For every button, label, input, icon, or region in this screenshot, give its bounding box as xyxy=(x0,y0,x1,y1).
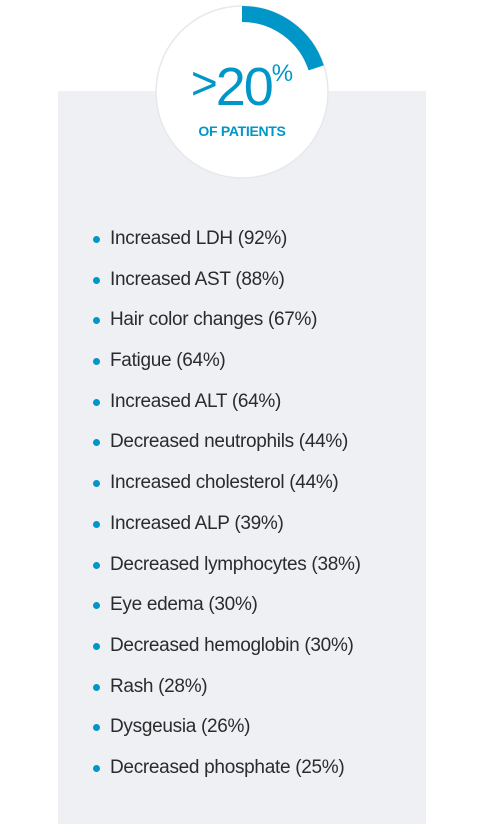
bullet-icon xyxy=(93,276,100,284)
list-item: Increased LDH (92%) xyxy=(92,221,361,262)
bullet-icon xyxy=(93,642,100,650)
content-panel xyxy=(58,91,426,824)
list-item: Increased AST (88%) xyxy=(92,262,361,303)
bullet-icon xyxy=(93,236,100,243)
bullet-icon xyxy=(93,561,100,569)
list-item: Decreased lymphocytes (38%) xyxy=(92,547,361,588)
badge-headline: >20% xyxy=(152,60,332,114)
list-item: Decreased phosphate (25%) xyxy=(92,750,361,791)
gauge-ring xyxy=(155,5,329,179)
bullet-icon xyxy=(93,683,100,691)
bullet-icon xyxy=(93,439,100,447)
bullet-icon xyxy=(93,602,100,610)
bullet-icon xyxy=(93,480,100,488)
list-item: Eye edema (30%) xyxy=(92,587,361,628)
list-item-label: Decreased lymphocytes (38%) xyxy=(110,553,361,575)
percentage-badge: >20% OF PATIENTS xyxy=(152,2,332,182)
list-item: Decreased hemoglobin (30%) xyxy=(92,628,361,669)
list-item: Increased ALP (39%) xyxy=(92,506,361,547)
badge-value: 20 xyxy=(215,57,274,117)
gauge-arc xyxy=(241,6,324,71)
list-item-label: Increased LDH (92%) xyxy=(110,228,287,249)
list-item-label: Hair color changes (67%) xyxy=(110,309,318,331)
list-item: Fatigue (64%) xyxy=(92,343,361,384)
bullet-icon xyxy=(93,764,100,772)
list-item: Rash (28%) xyxy=(92,669,361,710)
list-item: Increased ALT (64%) xyxy=(92,384,361,425)
list-item-label: Decreased hemoglobin (30%) xyxy=(110,634,354,656)
adverse-reaction-list: Increased LDH (92%) Increased AST (88%) Ha… xyxy=(92,221,361,791)
list-item: Decreased neutrophils (44%) xyxy=(92,424,361,465)
list-item-label: Increased ALT (64%) xyxy=(110,390,282,412)
bullet-icon xyxy=(93,398,100,406)
list-item-label: Increased AST (88%) xyxy=(110,268,285,290)
list-item-label: Eye edema (30%) xyxy=(110,594,258,616)
list-item-label: Decreased neutrophils (44%) xyxy=(110,431,348,453)
badge-operator: > xyxy=(190,57,218,109)
bullet-icon xyxy=(93,317,100,325)
list-item: Dysgeusia (26%) xyxy=(92,709,361,750)
list-item: Increased cholesterol (44%) xyxy=(92,465,361,506)
badge-unit: % xyxy=(271,60,294,87)
list-item-label: Dysgeusia (26%) xyxy=(110,716,251,738)
bullet-icon xyxy=(93,520,100,528)
list-item-label: Fatigue (64%) xyxy=(110,350,226,372)
list-item: Hair color changes (67%) xyxy=(92,302,361,343)
list-item-label: Increased ALP (39%) xyxy=(110,512,284,534)
list-item-label: Decreased phosphate (25%) xyxy=(110,756,345,778)
list-item-label: Increased cholesterol (44%) xyxy=(110,472,339,494)
bullet-icon xyxy=(93,358,100,366)
badge-caption: OF PATIENTS xyxy=(198,123,286,139)
bullet-icon xyxy=(93,724,100,732)
list-item-label: Rash (28%) xyxy=(110,675,208,697)
